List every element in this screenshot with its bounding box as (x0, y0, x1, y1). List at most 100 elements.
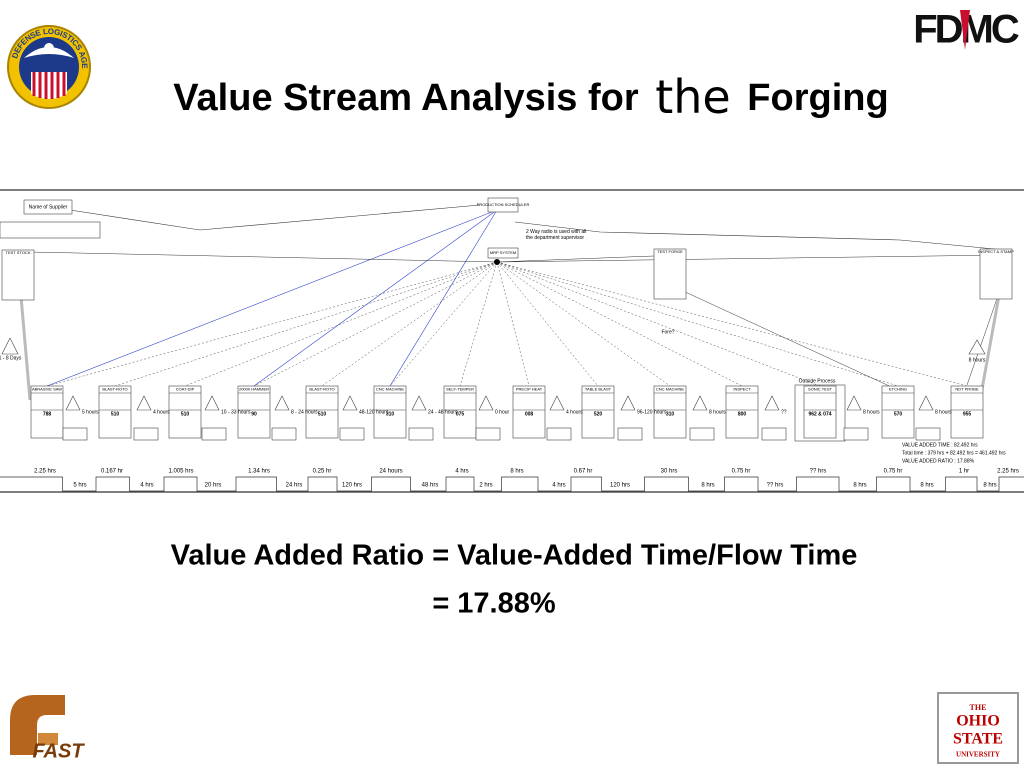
material-flow (669, 284, 899, 391)
timeline-bottom: 8 hrs (853, 483, 866, 489)
radio-note-line: 2 Way radio is used with all (526, 229, 588, 235)
schedule-flow (389, 209, 498, 387)
box (373, 385, 407, 439)
box (133, 427, 159, 441)
scheduler-label: PRODUCTION SCHEDULER (477, 202, 530, 207)
process-name: CNC MACHINE (376, 387, 405, 392)
box (487, 197, 519, 213)
timeline-bottom: ?? hrs (767, 483, 784, 489)
timeline-bottom: 4 hrs (140, 483, 153, 489)
box (0, 221, 101, 239)
wait-time: 24 - 48 hours (428, 409, 458, 415)
timeline-bottom: 4 hrs (552, 483, 565, 489)
inventory-triangle (692, 395, 708, 411)
timeline-top: 8 hrs (510, 469, 523, 475)
box (23, 199, 73, 215)
summary-line: Total time : 379 hrs + 82.492 hrs = 461.… (902, 450, 1006, 456)
box (1, 249, 35, 301)
box (237, 385, 271, 439)
wait-time: 0 hour (495, 409, 510, 415)
box (581, 385, 615, 439)
box (305, 385, 339, 439)
timeline-top: ?? hrs (810, 469, 827, 475)
station-label: TEST STOCK (6, 250, 31, 255)
box (843, 427, 869, 441)
timeline-top: 0.75 hr (732, 469, 751, 475)
box (339, 427, 365, 441)
title-emphasis: the (655, 70, 731, 124)
title-before: Value Stream Analysis for (173, 77, 639, 119)
wait-time: 4 hours (153, 409, 170, 415)
wait-time: ?? (781, 409, 787, 415)
start-wait: 1 - 8 Days (0, 355, 22, 361)
process-value: 955 (963, 411, 972, 417)
box (168, 385, 202, 439)
title-after: Forging (747, 77, 888, 119)
fast-logo: FAST (10, 695, 85, 762)
outside-process-label: Outside Process (799, 378, 836, 384)
inventory-triangle (846, 395, 862, 411)
process-name: ABRASIVE SAW (32, 387, 62, 392)
box (475, 427, 501, 441)
process-value: 310 (386, 411, 395, 417)
info-flow (459, 261, 498, 387)
inventory-triangle (620, 395, 636, 411)
process-value: 570 (894, 411, 903, 417)
timeline-top: 0.75 hr (884, 469, 903, 475)
title: Value Stream Analysis for the Forging (173, 70, 888, 124)
box (408, 427, 434, 441)
process-name: BLAST-ROTO (102, 387, 127, 392)
process-name: SONIC TEST (808, 387, 832, 392)
wait-time: 5 hours (82, 409, 99, 415)
material-flow (966, 289, 1001, 386)
inventory-triangle (411, 395, 427, 411)
timeline-bottom: 120 hrs (342, 483, 362, 489)
fdmc-logo: FDMC (913, 8, 1022, 52)
box (271, 427, 297, 441)
value-stream-map: Name of Supplier PRODUCTION SCHEDULER MRP … (0, 197, 1024, 492)
timeline-bottom: 8 hrs (701, 483, 714, 489)
dla-seal: DEFENSE LOGISTICS AGENCY (0, 0, 91, 109)
inventory-triangle (968, 339, 986, 355)
outside-process-frame (794, 384, 846, 442)
wait-time: 4 hours (566, 409, 583, 415)
process-name: NDT PROBE (955, 387, 979, 392)
box (546, 427, 572, 441)
process-value: 510 (111, 411, 120, 417)
timeline-top: 0.167 hr (101, 469, 123, 475)
inventory-triangle (478, 395, 494, 411)
electronic-flow (69, 204, 481, 231)
process-value: 510 (318, 411, 327, 417)
box (30, 385, 64, 439)
timeline-top: 2.25 hrs (997, 469, 1019, 475)
inventory-triangle (1, 337, 19, 355)
process-value: 90 (251, 411, 257, 417)
material-flow (978, 289, 1002, 401)
mrp-label: MRP SYSTEM (490, 250, 516, 255)
wait-time: 8 hours (709, 409, 726, 415)
timeline-top: 4 hrs (455, 469, 468, 475)
station-label: TEST FORGE (657, 249, 683, 254)
box (617, 427, 643, 441)
info-flow (496, 261, 821, 387)
timeline-bottom: 5 hrs (73, 483, 86, 489)
ratio-formula: Value Added Ratio = Value-Added Time/Flo… (171, 540, 858, 572)
supplier-label: Name of Supplier (29, 204, 68, 210)
process-value: 008 (525, 411, 534, 417)
inventory-triangle (342, 395, 358, 411)
inventory-triangle (136, 395, 152, 411)
mrp-link (496, 254, 1006, 263)
timeline-top: 1 hr (959, 469, 969, 475)
timeline-bottom: 2 hrs (479, 483, 492, 489)
box (881, 385, 915, 439)
process-value: 800 (738, 411, 747, 417)
timeline-top: 24 hours (379, 469, 402, 475)
info-flow (496, 261, 671, 387)
wait-time: 10 - 33 hours (221, 409, 251, 415)
box (950, 385, 984, 439)
osu-text: OHIO (956, 713, 1000, 730)
process-name: CNC MACHINE (656, 387, 685, 392)
mrp-link (496, 254, 681, 263)
info-flow (496, 261, 599, 387)
inventory-triangle (918, 395, 934, 411)
